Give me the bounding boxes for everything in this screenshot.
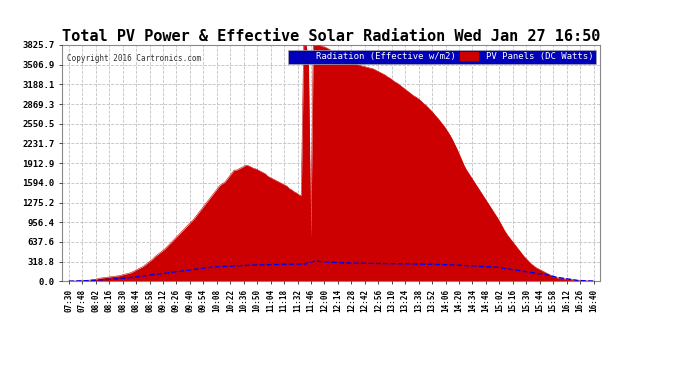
Legend: Radiation (Effective w/m2), PV Panels (DC Watts): Radiation (Effective w/m2), PV Panels (D…	[288, 50, 595, 64]
Title: Total PV Power & Effective Solar Radiation Wed Jan 27 16:50: Total PV Power & Effective Solar Radiati…	[62, 29, 600, 44]
Text: Copyright 2016 Cartronics.com: Copyright 2016 Cartronics.com	[68, 54, 201, 63]
